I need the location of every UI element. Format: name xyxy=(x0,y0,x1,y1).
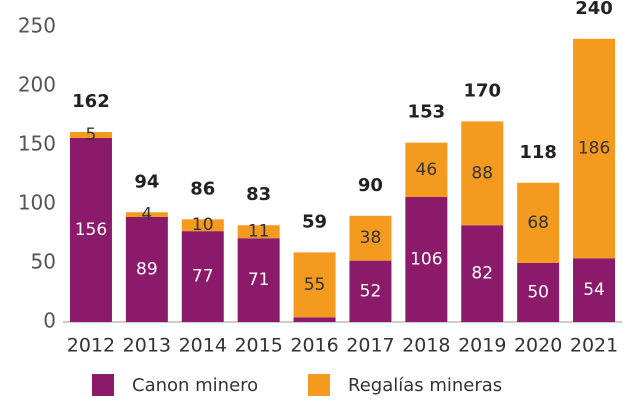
value-label: 156 xyxy=(75,220,107,240)
value-label: 46 xyxy=(416,160,438,180)
bar-segment xyxy=(573,258,616,322)
total-label: 153 xyxy=(408,102,446,123)
bar-segment xyxy=(69,132,112,138)
value-label: 52 xyxy=(360,281,382,301)
value-label: 82 xyxy=(471,264,493,284)
value-label: 50 xyxy=(527,283,549,303)
x-tick-label: 2015 xyxy=(234,335,282,357)
legend-swatch xyxy=(92,374,114,396)
legend-swatch xyxy=(308,374,330,396)
y-tick-label: 50 xyxy=(31,250,56,274)
x-tick-label: 2018 xyxy=(402,335,450,357)
bar-segment xyxy=(461,121,504,226)
value-label: 88 xyxy=(471,163,493,183)
bar-segment xyxy=(237,225,280,239)
x-tick-label: 2020 xyxy=(514,335,562,357)
bar-segment xyxy=(405,142,448,197)
total-label: 240 xyxy=(575,0,613,19)
y-tick-label: 200 xyxy=(18,73,56,97)
total-label: 162 xyxy=(72,91,110,112)
value-label: 11 xyxy=(248,222,270,242)
total-label: 86 xyxy=(190,178,215,199)
value-label: 55 xyxy=(304,275,326,295)
value-label: 54 xyxy=(583,280,605,300)
bar-segment xyxy=(181,219,224,232)
total-label: 59 xyxy=(302,211,327,232)
total-label: 170 xyxy=(463,80,501,101)
value-label: 38 xyxy=(360,228,382,248)
value-label: 77 xyxy=(192,267,214,287)
bar-segment xyxy=(69,137,112,322)
bar-segment xyxy=(237,238,280,322)
value-label: 71 xyxy=(248,270,270,290)
legend-label: Regalías mineras xyxy=(348,375,502,396)
value-label: 4 xyxy=(141,205,152,225)
bar-segment xyxy=(461,225,504,322)
bar-segment xyxy=(573,38,616,259)
bar-segment xyxy=(405,196,448,322)
value-label: 68 xyxy=(527,213,549,233)
x-tick-label: 2013 xyxy=(123,335,171,357)
total-label: 83 xyxy=(246,184,271,205)
bar-segment xyxy=(293,317,336,322)
y-tick-label: 0 xyxy=(43,309,56,333)
bar-segment xyxy=(181,231,224,322)
value-label: 10 xyxy=(192,215,214,235)
legend-label: Canon minero xyxy=(132,375,258,396)
total-label: 118 xyxy=(519,142,557,163)
total-label: 90 xyxy=(358,175,383,196)
x-tick-label: 2016 xyxy=(290,335,338,357)
value-label: 106 xyxy=(410,249,442,269)
bar-segment xyxy=(349,215,392,261)
y-tick-label: 250 xyxy=(18,14,56,38)
x-tick-label: 2012 xyxy=(67,335,115,357)
value-label: 186 xyxy=(578,139,610,159)
x-tick-label: 2017 xyxy=(346,335,394,357)
value-label: 89 xyxy=(136,259,158,279)
bar-segment xyxy=(349,260,392,322)
x-tick-label: 2019 xyxy=(458,335,506,357)
y-tick-label: 150 xyxy=(18,132,56,156)
value-label: 5 xyxy=(86,125,97,145)
y-tick-label: 100 xyxy=(18,191,56,215)
bar-segment xyxy=(125,212,168,217)
bar-segment xyxy=(293,252,336,318)
x-tick-label: 2014 xyxy=(179,335,227,357)
bar-segment xyxy=(517,182,560,263)
bar-segment xyxy=(517,263,560,322)
x-tick-label: 2021 xyxy=(570,335,618,357)
bar-segment xyxy=(125,216,168,322)
total-label: 94 xyxy=(134,171,159,192)
